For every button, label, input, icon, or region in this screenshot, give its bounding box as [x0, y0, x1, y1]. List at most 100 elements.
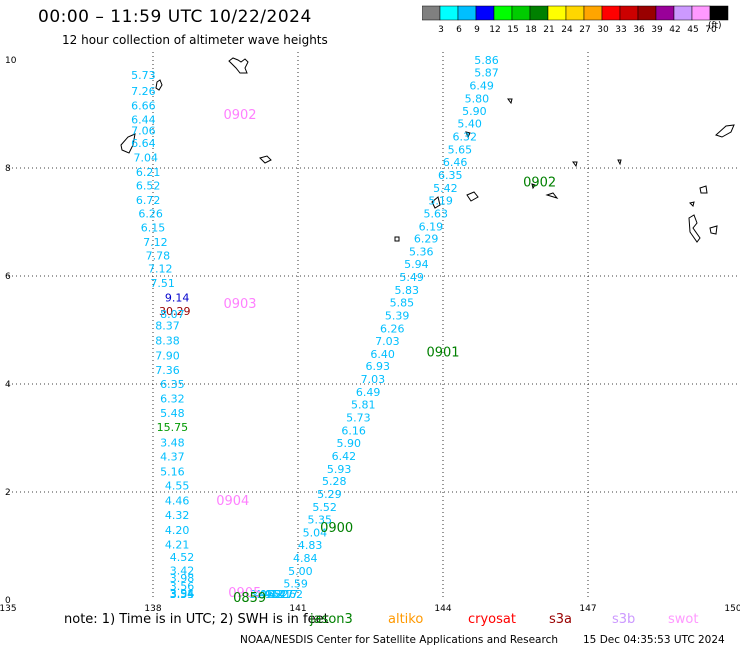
- swh-value: 7.78: [146, 249, 171, 262]
- credit-line: NOAA/NESDIS Center for Satellite Applica…: [240, 634, 558, 646]
- island-outline: [572, 161, 578, 168]
- swh-value: 4.22: [264, 588, 289, 601]
- swh-value: 3.95: [250, 588, 275, 601]
- swh-value: 6.32: [453, 131, 478, 144]
- swh-value: 4.95: [254, 588, 279, 601]
- x-tick-label: 147: [579, 604, 596, 612]
- swh-value: 5.39: [385, 309, 410, 322]
- island-outline: [259, 155, 272, 164]
- swh-value: 4.37: [160, 450, 185, 463]
- map-grid: [8, 52, 740, 600]
- swh-value: 4.62: [279, 588, 304, 601]
- swh-value: 6.35: [160, 378, 185, 391]
- pass-time-label: 0905: [228, 586, 261, 601]
- pass-time-label: 0859: [233, 591, 266, 606]
- pass-time-label: 0903: [223, 297, 256, 312]
- y-tick-label: 8: [5, 164, 11, 174]
- color-scale-bar: 3 6 9 12 15 18 21 24 27 30 33 36 39 42 45 70: [422, 5, 729, 35]
- swh-value: 6.64: [131, 137, 156, 150]
- pass-time-label: 0902: [523, 176, 556, 191]
- swh-value: 3.56: [170, 580, 195, 593]
- color-scale-label: 45: [687, 25, 698, 35]
- swh-value: 6.26: [380, 322, 405, 335]
- island-outline: [465, 131, 471, 139]
- swh-value: 5.19: [428, 194, 453, 207]
- swh-value: 4.32: [259, 588, 284, 601]
- swh-value: 5.28: [322, 475, 347, 488]
- color-scale-label: 21: [543, 25, 554, 35]
- swh-value: 7.03: [361, 373, 386, 386]
- x-tick-label: 144: [434, 604, 451, 612]
- swh-value: 5.35: [308, 514, 333, 527]
- island-outline: [507, 98, 513, 105]
- swh-value: 6.15: [141, 221, 166, 234]
- swh-value: 7.51: [150, 277, 175, 290]
- color-scale-label: 27: [579, 25, 590, 35]
- swh-value: 5.87: [474, 66, 499, 79]
- swh-value: 5.86: [474, 54, 499, 67]
- color-scale-label: 33: [615, 25, 626, 35]
- swh-value: 6.35: [438, 169, 463, 182]
- swh-value: 5.73: [131, 69, 156, 82]
- swh-value: 7.26: [131, 85, 156, 98]
- swh-value: 7.03: [375, 335, 400, 348]
- swh-value: 4.21: [165, 538, 190, 551]
- swh-value: 3.54: [170, 588, 195, 601]
- swh-value: 3.48: [160, 436, 185, 449]
- generation-timestamp: 15 Dec 04:35:53 UTC 2024: [583, 634, 725, 646]
- swh-value: 5.59: [283, 577, 308, 590]
- swh-value: 6.40: [370, 348, 395, 361]
- pass-time-label: 0901: [426, 346, 459, 361]
- island-outline: [709, 225, 718, 235]
- island-outline: [689, 201, 695, 207]
- swh-value: 6.44: [131, 113, 156, 126]
- page-title: 00:00 – 11:59 UTC 10/22/2024: [38, 7, 312, 27]
- island-outline: [466, 191, 479, 202]
- swh-value: 6.42: [332, 450, 357, 463]
- swh-value: 6.26: [138, 207, 163, 220]
- swh-value: 5.17: [274, 588, 299, 601]
- swh-value: 5.73: [346, 411, 371, 424]
- swh-value: 6.72: [136, 194, 161, 207]
- island-outline: [617, 159, 622, 166]
- swh-value: 3.55: [170, 588, 195, 601]
- land-outlines: [120, 57, 735, 243]
- swh-value: 5.93: [327, 463, 352, 476]
- swh-value: 6.29: [414, 233, 439, 246]
- color-scale-label: 24: [561, 25, 573, 35]
- swh-value: 5.40: [457, 118, 482, 131]
- x-tick-label: 141: [289, 604, 306, 612]
- swh-value: 4.83: [298, 539, 323, 552]
- swh-value: 7.04: [134, 152, 159, 165]
- island-outline: [688, 214, 701, 243]
- legend-item-s3b: s3b: [612, 612, 636, 627]
- color-scale-label: 3: [438, 25, 444, 35]
- swh-value: 5.04: [303, 527, 328, 540]
- island-outline: [545, 192, 559, 199]
- color-scale-label: 70: [705, 25, 717, 35]
- island-outline: [531, 183, 536, 190]
- swh-value: 6.32: [160, 393, 185, 406]
- swh-value: 5.83: [395, 284, 420, 297]
- swh-value: 5.81: [351, 399, 376, 412]
- page-subtitle: 12 hour collection of altimeter wave hei…: [62, 33, 328, 47]
- swh-value: 7.36: [155, 364, 180, 377]
- swh-value: 5.36: [409, 246, 434, 259]
- swh-value: 5.80: [465, 92, 490, 105]
- swh-value: 4.32: [165, 509, 190, 522]
- color-scale-label: 39: [651, 25, 663, 35]
- color-scale-label: 6: [456, 25, 462, 35]
- island-outline: [715, 124, 735, 138]
- y-tick-label: 0: [5, 596, 11, 606]
- island-outline: [120, 133, 136, 154]
- swh-value: 7.90: [155, 349, 180, 362]
- swh-value: 6.66: [131, 99, 156, 112]
- swh-value: 4.27: [269, 588, 294, 601]
- axis-tick-labels: 135 138 141 144 147 150 0 2 4 6 8 10: [0, 56, 740, 612]
- swh-value-highlight: 15.75: [157, 421, 189, 434]
- swh-value: 5.16: [160, 465, 185, 478]
- color-swatch: [709, 5, 729, 21]
- swh-value: 4.20: [165, 524, 190, 537]
